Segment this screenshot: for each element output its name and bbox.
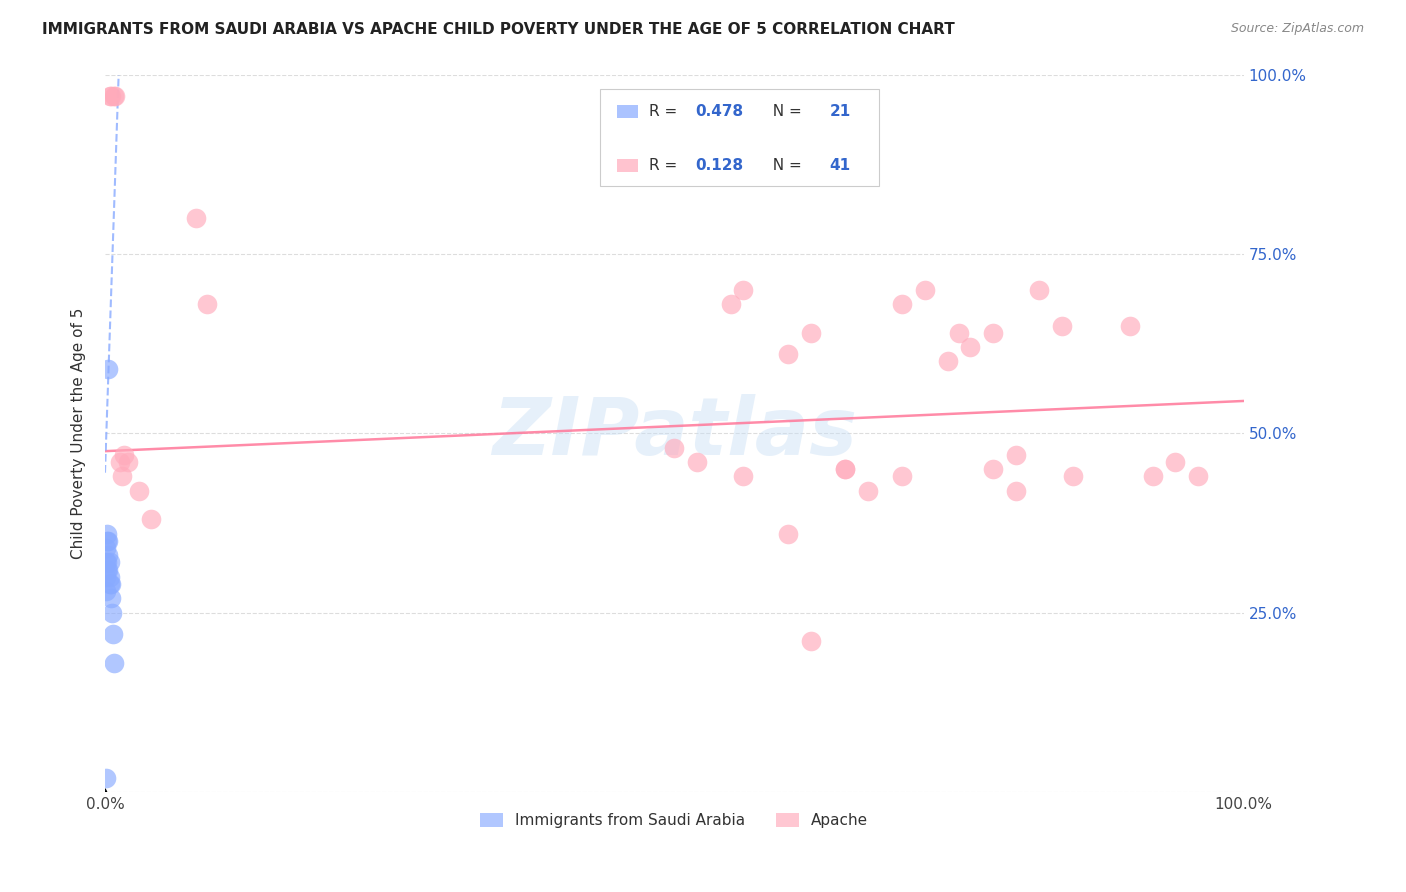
Text: N =: N = — [763, 103, 811, 119]
Point — [104, 89, 127, 103]
Text: IMMIGRANTS FROM SAUDI ARABIA VS APACHE CHILD POVERTY UNDER THE AGE OF 5 CORRELAT: IMMIGRANTS FROM SAUDI ARABIA VS APACHE C… — [42, 22, 955, 37]
Point — [731, 283, 754, 297]
Point — [686, 455, 709, 469]
Point — [1164, 455, 1187, 469]
Point — [834, 462, 856, 476]
Text: 41: 41 — [830, 158, 851, 173]
Point — [128, 483, 150, 498]
Point — [800, 634, 823, 648]
Point — [1028, 283, 1050, 297]
Point — [97, 533, 120, 548]
Text: R =: R = — [650, 103, 688, 119]
Point — [184, 211, 207, 225]
Point — [117, 455, 139, 469]
Point — [1005, 448, 1028, 462]
Text: 0.128: 0.128 — [695, 158, 742, 173]
Point — [94, 570, 117, 584]
Point — [800, 326, 823, 340]
Point — [1187, 469, 1209, 483]
Point — [94, 541, 117, 555]
Point — [1050, 318, 1073, 333]
Point — [778, 526, 800, 541]
Point — [94, 555, 117, 569]
Point — [891, 469, 914, 483]
Point — [981, 326, 1004, 340]
Point — [103, 656, 125, 670]
Point — [94, 584, 117, 599]
Text: 21: 21 — [830, 103, 851, 119]
Text: R =: R = — [650, 158, 688, 173]
Text: N =: N = — [763, 158, 811, 173]
Point — [98, 555, 121, 569]
Point — [98, 570, 121, 584]
Point — [197, 297, 219, 311]
Legend: Immigrants from Saudi Arabia, Apache: Immigrants from Saudi Arabia, Apache — [474, 807, 875, 835]
Point — [101, 627, 124, 641]
Point — [778, 347, 800, 361]
Point — [112, 448, 135, 462]
Point — [1119, 318, 1142, 333]
Text: Source: ZipAtlas.com: Source: ZipAtlas.com — [1230, 22, 1364, 36]
Point — [720, 297, 742, 311]
Point — [96, 533, 118, 548]
Point — [96, 555, 118, 569]
Bar — [600, 89, 879, 186]
Point — [97, 548, 120, 562]
Point — [97, 563, 120, 577]
Text: ZIPatlas: ZIPatlas — [492, 394, 856, 472]
Point — [1142, 469, 1164, 483]
Text: 0.478: 0.478 — [695, 103, 742, 119]
FancyArrow shape — [103, 789, 107, 792]
Point — [94, 771, 117, 785]
Point — [959, 340, 981, 354]
Point — [111, 469, 134, 483]
Point — [914, 283, 936, 297]
Point — [139, 512, 162, 526]
Point — [834, 462, 856, 476]
Point — [981, 462, 1004, 476]
Point — [96, 526, 118, 541]
Point — [731, 469, 754, 483]
Point — [100, 577, 122, 591]
Bar — [617, 159, 638, 172]
Y-axis label: Child Poverty Under the Age of 5: Child Poverty Under the Age of 5 — [72, 308, 86, 559]
Point — [664, 441, 686, 455]
Point — [1005, 483, 1028, 498]
Point — [96, 563, 118, 577]
Point — [98, 89, 121, 103]
Point — [936, 354, 959, 368]
Bar — [617, 104, 638, 118]
Point — [856, 483, 879, 498]
Point — [100, 89, 122, 103]
Point — [101, 606, 124, 620]
Point — [103, 89, 125, 103]
Point — [100, 591, 122, 606]
Point — [1062, 469, 1084, 483]
Point — [98, 577, 121, 591]
Point — [97, 361, 120, 376]
Point — [891, 297, 914, 311]
Point — [108, 455, 131, 469]
Point — [948, 326, 970, 340]
